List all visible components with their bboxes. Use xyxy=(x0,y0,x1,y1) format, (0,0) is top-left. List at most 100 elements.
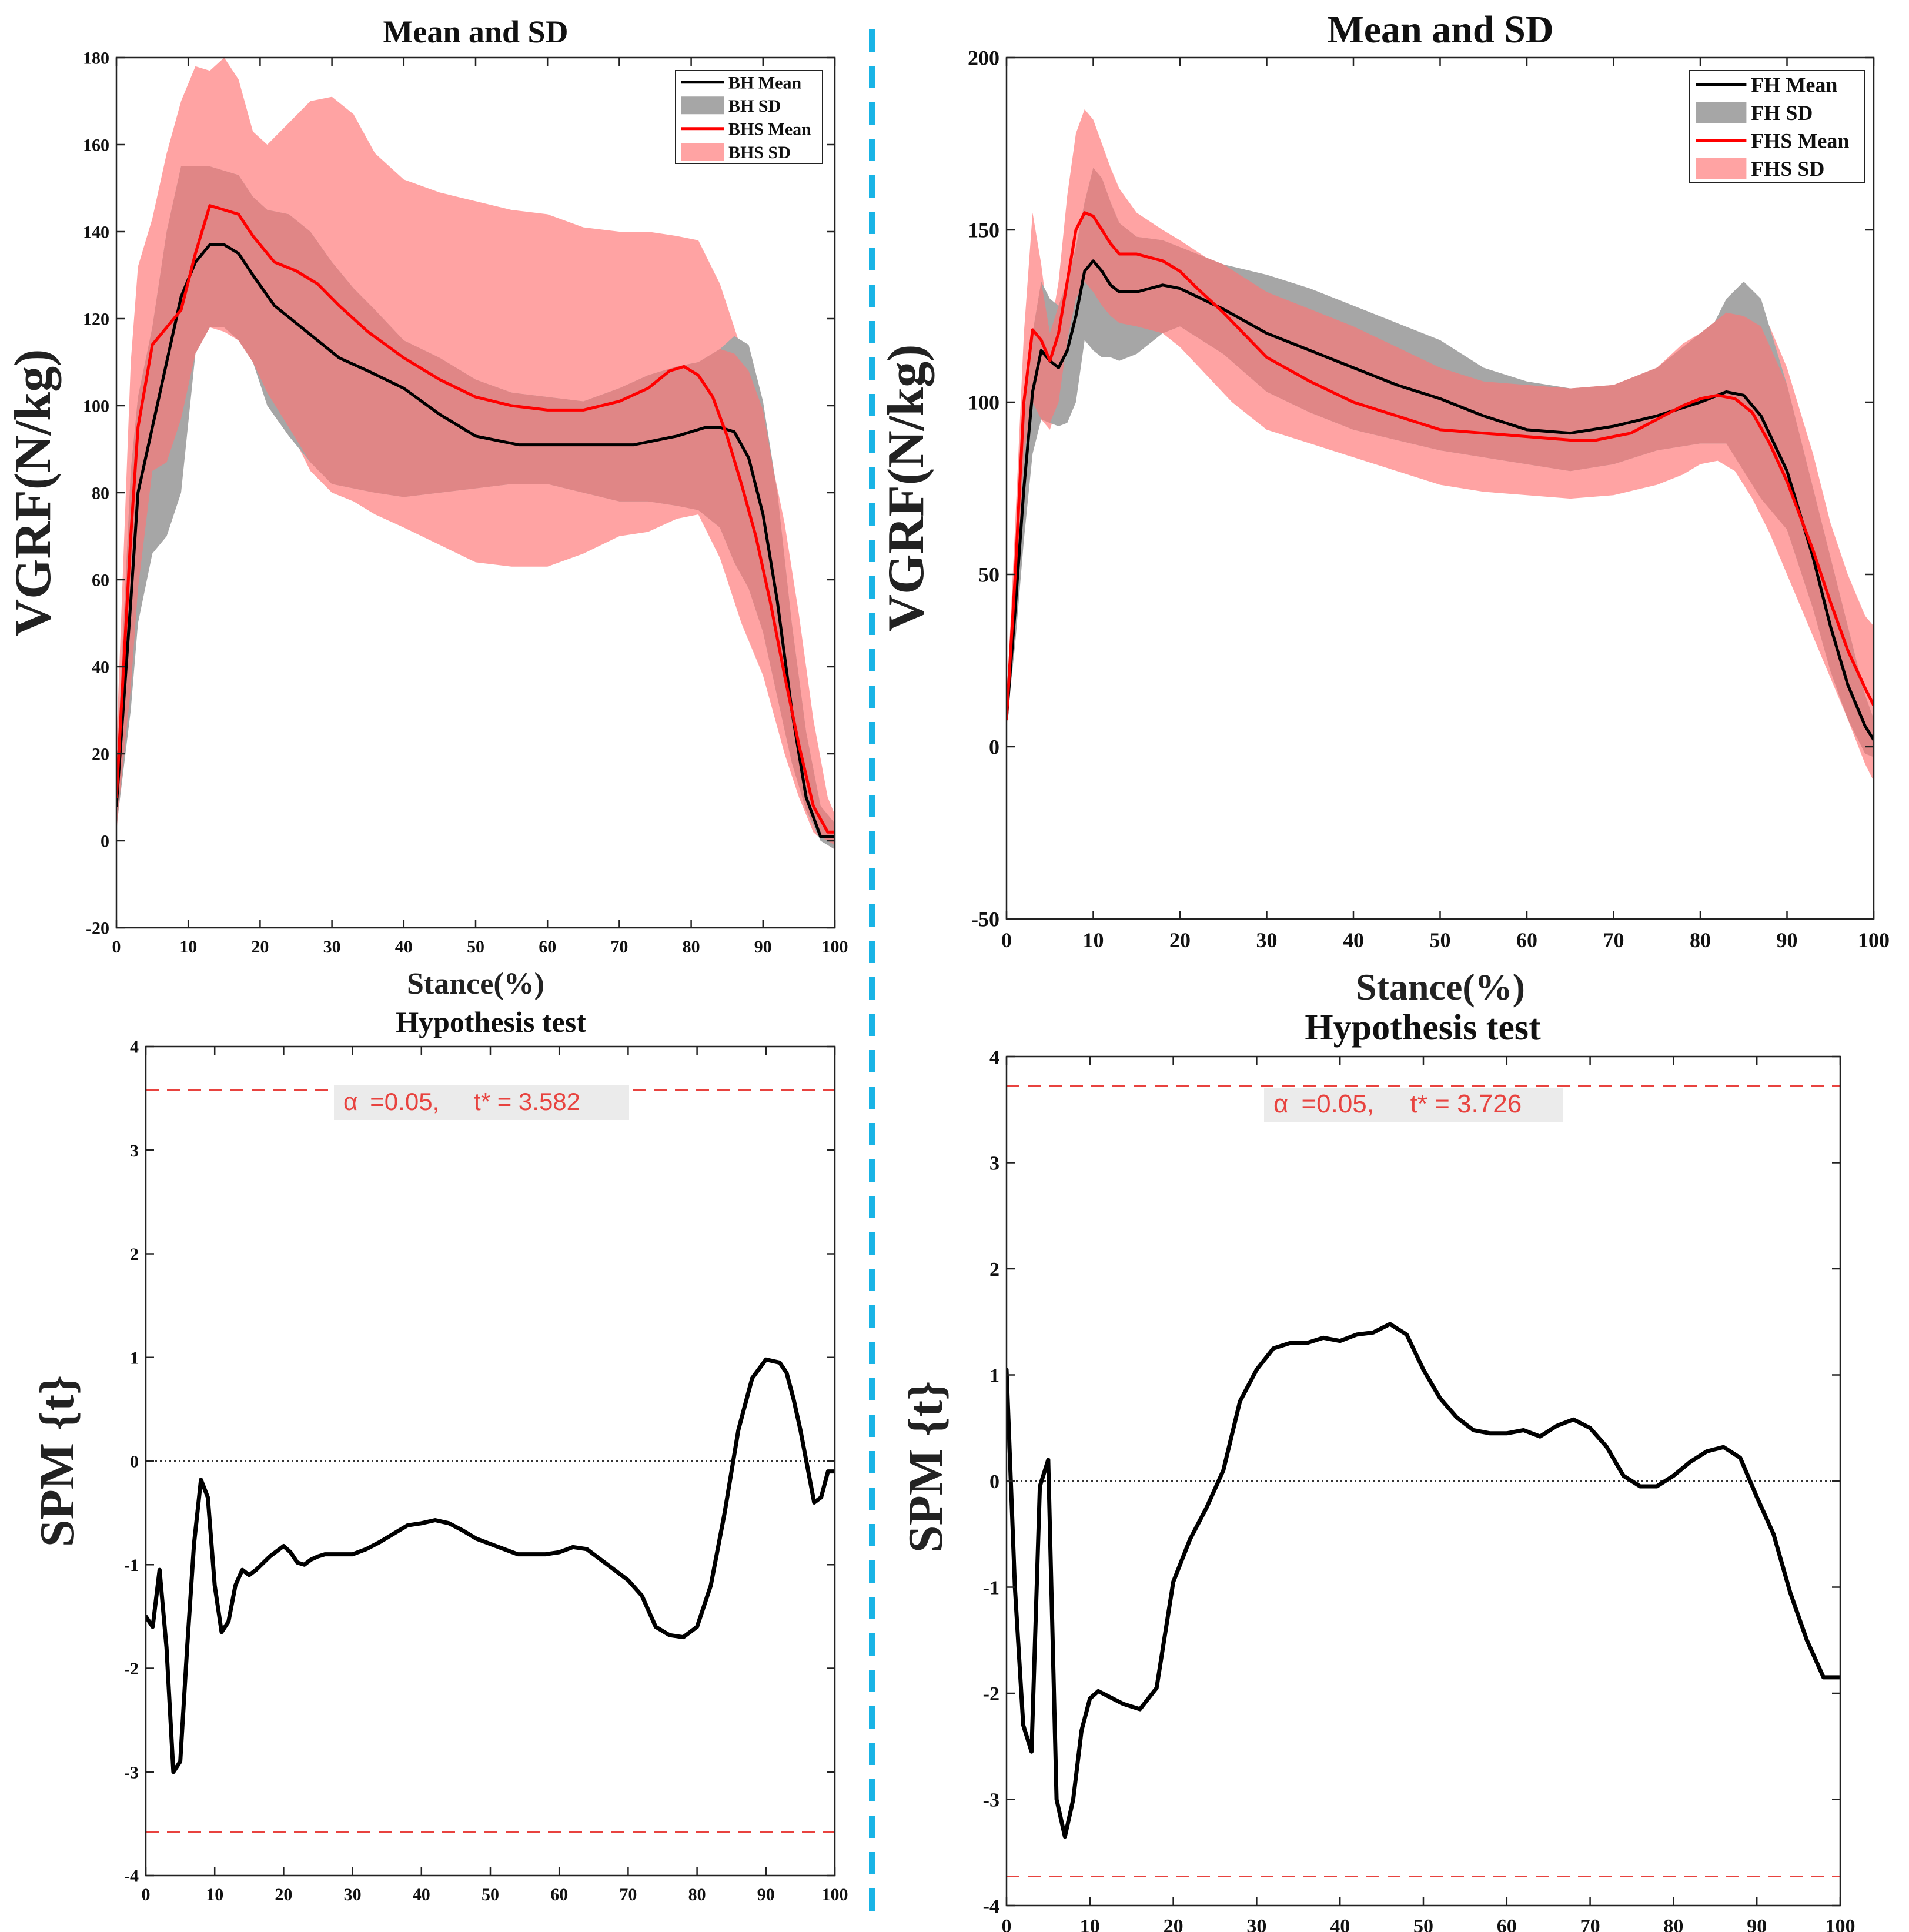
p2-plot-area xyxy=(1007,109,1874,781)
p2-legend-swatch-patch xyxy=(1696,158,1747,179)
p1-panel: Mean and SD0 10 20 30 40 50 60 70 80 90 100-200204… xyxy=(5,14,848,1001)
p1-xtick-label: 100 xyxy=(822,937,848,957)
p4-xtick-label: 40 xyxy=(1330,1916,1350,1932)
p2-panel: Mean and SD0 10 20 30 40 50 60 70 80 90 100-500501… xyxy=(878,8,1890,1008)
p1-xtick-label: 30 xyxy=(323,937,341,957)
p2-xtick-label: 80 xyxy=(1690,928,1711,952)
p1-xlabel: Stance(%) xyxy=(407,967,544,1001)
p1-ytick-label: 160 xyxy=(83,136,109,155)
p2-ytick-label: 0 xyxy=(989,736,999,759)
p4-xtick-label: 90 xyxy=(1747,1916,1767,1932)
p2-legend: FH Mean FH SD FHS Mean FHS SD xyxy=(1689,70,1865,183)
p1-xtick-label: 80 xyxy=(683,937,700,957)
p3-ytick-label: -1 xyxy=(124,1556,139,1575)
p2-ylabel: VGRF(N/kg) xyxy=(878,345,935,632)
p1-title: Mean and SD xyxy=(383,14,568,49)
p4-plot-area xyxy=(1007,1084,1840,1878)
p4-xtick-label: 80 xyxy=(1663,1916,1683,1932)
p2-ytick-label: -50 xyxy=(971,908,999,931)
p1-series-bhs-mean xyxy=(116,204,835,834)
p3-xtick-label: 50 xyxy=(482,1885,499,1904)
p2-legend-label: FHS SD xyxy=(1751,157,1824,181)
p1-xtick-label: 70 xyxy=(610,937,628,957)
p2-ytick-label: 100 xyxy=(968,391,999,415)
p1-band-overlap xyxy=(116,166,835,845)
p1-legend-swatch-patch xyxy=(681,143,724,161)
p1-ytick-label: 0 xyxy=(101,832,109,851)
p3-alpha-annotation: α =0.05, t* = 3.582 xyxy=(334,1085,629,1120)
p3-series-spm-t- xyxy=(146,1357,835,1774)
p1-xtick-label: 90 xyxy=(754,937,772,957)
p3-annotation-text: α =0.05, t* = 3.582 xyxy=(343,1088,580,1115)
p1-ytick-label: 140 xyxy=(83,223,109,242)
p2-xtick-label: 50 xyxy=(1430,928,1451,952)
p2-series-fh-mean xyxy=(1007,259,1874,741)
p1-ytick-label: 40 xyxy=(92,658,109,677)
p4-alpha-annotation: α =0.05, t* = 3.726 xyxy=(1264,1088,1563,1122)
p3-ytick-label: -4 xyxy=(124,1867,139,1886)
p1-ytick-label: 180 xyxy=(83,49,109,68)
p2-legend-label: FHS Mean xyxy=(1751,129,1849,152)
p1-xtick-label: 60 xyxy=(539,937,556,957)
p4-ytick-label: -1 xyxy=(983,1577,999,1599)
p1-ytick-label: 80 xyxy=(92,484,109,503)
p2-xtick-label: 10 xyxy=(1083,928,1104,952)
p3-ytick-label: -2 xyxy=(124,1659,139,1679)
p4-xtick-label: 60 xyxy=(1497,1916,1517,1932)
p1-legend-label: BHS SD xyxy=(728,143,791,162)
p4-ytick-label: -3 xyxy=(983,1789,999,1811)
p4-annotation-text: α =0.05, t* = 3.726 xyxy=(1273,1089,1522,1118)
p1-legend-label: BH Mean xyxy=(728,73,801,92)
p2-legend-swatch-patch xyxy=(1696,102,1747,123)
p1-legend-swatch-patch xyxy=(681,96,724,115)
p1-xtick-label: 0 xyxy=(112,937,121,957)
p3-xtick-label: 100 xyxy=(822,1885,848,1904)
p3-xtick-label: 80 xyxy=(688,1885,706,1904)
p4-ytick-label: -4 xyxy=(983,1896,999,1917)
p3-xtick-label: 90 xyxy=(757,1885,775,1904)
p2-xtick-label: 60 xyxy=(1516,928,1537,952)
p2-xlabel: Stance(%) xyxy=(1356,966,1525,1008)
p3-ytick-label: -3 xyxy=(124,1763,139,1782)
p3-ytick-label: 1 xyxy=(130,1348,139,1368)
p4-title: Hypothesis test xyxy=(1305,1008,1541,1048)
p3-xtick-label: 10 xyxy=(206,1885,223,1904)
p4-ytick-label: -2 xyxy=(983,1683,999,1705)
p2-ytick-label: 200 xyxy=(968,46,999,70)
p3-xtick-label: 70 xyxy=(619,1885,637,1904)
p3-xtick-label: 30 xyxy=(344,1885,362,1904)
p2-band-overlap xyxy=(1007,168,1874,757)
p4-xtick-label: 30 xyxy=(1246,1916,1266,1932)
p3-ytick-label: 3 xyxy=(130,1141,139,1161)
p1-legend-label: BH SD xyxy=(728,96,781,116)
p1-series-bh-mean xyxy=(116,243,835,838)
p2-xtick-label: 0 xyxy=(1001,928,1012,952)
p2-xtick-label: 30 xyxy=(1256,928,1278,952)
p1-ytick-label: -20 xyxy=(86,919,109,938)
p2-xtick-label: 90 xyxy=(1777,928,1798,952)
p1-ylabel: VGRF(N/kg) xyxy=(5,349,62,637)
p1-ytick-label: 120 xyxy=(83,310,109,329)
p4-ylabel: SPM {t} xyxy=(898,1381,953,1553)
p4-ytick-label: 2 xyxy=(989,1259,999,1281)
p4-xtick-label: 50 xyxy=(1413,1916,1433,1932)
p4-annotation-bg xyxy=(1264,1088,1563,1122)
p3-xtick-label: 0 xyxy=(142,1885,151,1904)
p1-plot-area xyxy=(116,58,835,850)
p2-xtick-label: 70 xyxy=(1603,928,1624,952)
p3-ytick-label: 0 xyxy=(130,1452,139,1472)
p1-xtick-label: 20 xyxy=(251,937,269,957)
p3-xtick-label: 20 xyxy=(275,1885,292,1904)
p2-xtick-label: 100 xyxy=(1858,928,1890,952)
p4-xtick-label: 70 xyxy=(1580,1916,1600,1932)
p3-title: Hypothesis test xyxy=(396,1005,586,1038)
p3-ytick-label: 4 xyxy=(130,1038,139,1057)
p4-ytick-label: 0 xyxy=(989,1471,999,1493)
p4-ytick-label: 4 xyxy=(989,1047,999,1068)
p4-ytick-label: 3 xyxy=(989,1152,999,1174)
p4-xtick-label: 20 xyxy=(1164,1916,1183,1932)
p1-legend: BH Mean BH SD BHS Mean BHS SD xyxy=(675,70,823,164)
p2-series-fhs-mean xyxy=(1007,211,1874,721)
